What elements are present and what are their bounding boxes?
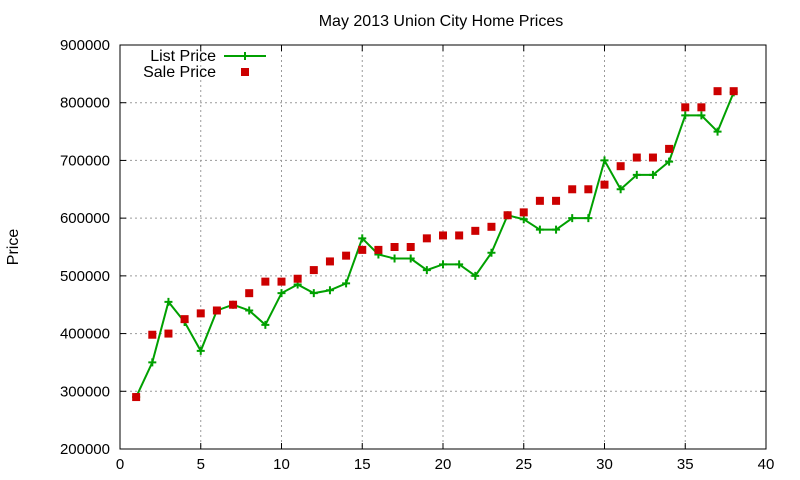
x-tick-label: 35 — [677, 456, 694, 473]
y-tick-label: 900000 — [60, 37, 110, 54]
sale-price-point — [519, 208, 528, 217]
list-price-point — [713, 127, 722, 136]
list-price-point — [487, 248, 496, 257]
list-price-point — [535, 225, 544, 234]
sale-price-point — [729, 87, 738, 96]
sale-price-point — [277, 277, 286, 286]
sale-price-point — [309, 266, 318, 275]
sale-price-point — [552, 196, 561, 205]
chart-title: May 2013 Union City Home Prices — [319, 13, 564, 30]
sale-price-point — [584, 185, 593, 194]
list-price-point — [455, 260, 464, 269]
list-price-point — [422, 266, 431, 275]
sale-price-point — [487, 222, 496, 231]
sale-price-point — [422, 234, 431, 243]
sale-price-point — [180, 315, 189, 324]
plot-frame — [119, 44, 767, 450]
sale-price-point — [229, 300, 238, 309]
list-price-point — [309, 289, 318, 298]
y-tick-label: 400000 — [60, 326, 110, 343]
list-price-point — [148, 358, 157, 367]
list-price-point — [632, 170, 641, 179]
legend-marker-list-price — [241, 52, 249, 60]
sale-price-point — [196, 309, 205, 318]
sale-price-point — [535, 196, 544, 205]
list-price-point — [277, 289, 286, 298]
list-price-point — [342, 279, 351, 288]
sale-price-point — [648, 153, 657, 162]
sale-price-point — [390, 243, 399, 251]
y-tick-label: 200000 — [60, 441, 110, 458]
sale-price-point — [358, 245, 367, 254]
gridlines — [120, 45, 766, 449]
x-tick-label: 5 — [197, 456, 205, 473]
sale-price-point — [164, 329, 173, 338]
list-price-point — [390, 254, 399, 263]
sale-price-point — [132, 393, 141, 402]
list-price-point — [697, 111, 706, 120]
list-price-point — [519, 215, 528, 224]
y-axis-label: Price — [5, 229, 22, 266]
list-price-point — [164, 297, 173, 306]
axis-ticks: 0 5 10 15 20 25 30 35 40 200000 300000 400000 500000… — [60, 37, 774, 473]
list-price-point — [245, 306, 254, 315]
x-tick-label: 10 — [273, 456, 290, 473]
list-price-point — [568, 214, 577, 223]
list-price-point — [439, 260, 447, 269]
list-price-point — [648, 170, 657, 179]
x-tick-label: 40 — [758, 456, 775, 473]
x-tick-label: 15 — [354, 456, 371, 473]
x-tick-label: 25 — [515, 456, 532, 473]
sale-price-point — [245, 289, 254, 298]
list-price-point — [261, 320, 270, 329]
sale-price-point — [568, 185, 577, 194]
y-tick-label: 700000 — [60, 152, 110, 169]
sale-price-point — [439, 231, 447, 240]
list-price-point — [325, 286, 334, 295]
list-price-point — [552, 225, 561, 234]
sale-price-point — [665, 144, 674, 153]
x-tick-label: 30 — [596, 456, 613, 473]
sale-price-point — [148, 330, 157, 339]
legend-label-list-price: List Price — [150, 48, 216, 65]
sale-price-point — [342, 251, 351, 260]
legend-label-sale-price: Sale Price — [143, 64, 216, 81]
list-price-point — [665, 157, 674, 166]
sale-price-point — [616, 162, 625, 171]
sale-price-point — [632, 153, 641, 162]
list-price-point — [584, 214, 593, 223]
x-tick-label: 20 — [435, 456, 452, 473]
sale-price-point — [325, 257, 334, 266]
y-tick-label: 600000 — [60, 210, 110, 227]
sale-price-point — [697, 103, 706, 112]
sale-price-point — [374, 245, 383, 254]
y-tick-label: 800000 — [60, 95, 110, 112]
sale-price-point — [455, 231, 464, 240]
sale-price-point — [212, 306, 221, 315]
sale-price-point — [293, 274, 302, 283]
list-price-point — [471, 271, 480, 280]
series-layer — [132, 87, 738, 402]
sale-price-point — [713, 87, 722, 96]
list-price-point — [616, 185, 625, 194]
list-price-point — [196, 346, 205, 355]
legend-marker-sale-price — [241, 68, 249, 76]
sale-price-point — [261, 277, 270, 286]
list-price-point — [600, 156, 609, 165]
sale-price-point — [471, 226, 480, 235]
sale-price-point — [681, 103, 690, 112]
sale-price-point — [503, 211, 512, 220]
legend: List Price Sale Price — [143, 48, 266, 81]
sale-price-point — [600, 180, 609, 189]
sale-price-point — [406, 243, 415, 251]
y-tick-label: 300000 — [60, 383, 110, 400]
series-line-0 — [135, 91, 735, 398]
x-tick-label: 0 — [116, 456, 124, 473]
list-price-point — [358, 234, 367, 243]
list-price-point — [681, 111, 690, 120]
y-tick-label: 500000 — [60, 268, 110, 285]
list-price-point — [406, 254, 415, 263]
